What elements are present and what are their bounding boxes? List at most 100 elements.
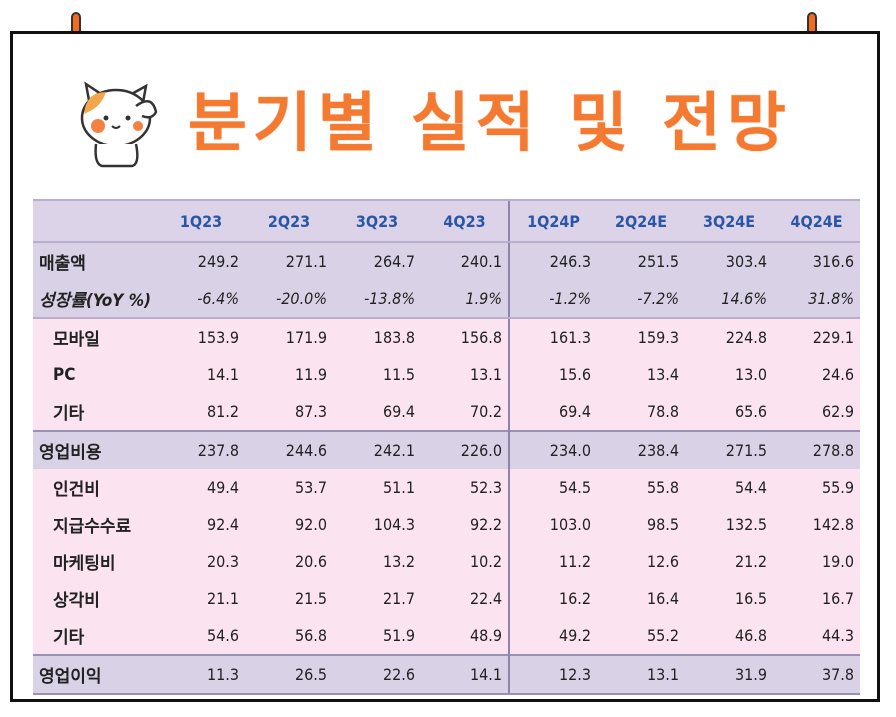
column-header: 3Q24E	[685, 199, 773, 243]
table-cell: 92.2	[421, 506, 509, 543]
table-cell: 156.8	[421, 318, 509, 356]
table-cell: 103.0	[508, 506, 597, 543]
table-row: 기타 81.2 87.3 69.4 70.2 69.4 78.8 65.6 62.9	[33, 393, 860, 431]
table-cell: 22.4	[421, 580, 509, 617]
table-cell: 21.7	[333, 580, 421, 617]
table-cell: 21.2	[685, 543, 773, 580]
row-label: 성장률(YoY %)	[33, 280, 157, 319]
table-cell: 104.3	[333, 506, 421, 543]
table-cell: 14.1	[157, 356, 245, 393]
header-corner	[33, 199, 157, 243]
row-label: 영업이익	[33, 654, 157, 695]
table-cell: 48.9	[421, 617, 509, 655]
table-row: PC 14.1 11.9 11.5 13.1 15.6 13.4 13.0 24.6	[33, 356, 860, 393]
column-header: 1Q24P	[508, 199, 597, 243]
table-row: 성장률(YoY %) -6.4% -20.0% -13.8% 1.9% -1.2% -7.2…	[33, 280, 860, 319]
table-cell: 24.6	[773, 356, 860, 393]
column-header: 3Q23	[333, 199, 421, 243]
table-cell: 54.5	[508, 469, 597, 506]
table-row: 매출액 249.2 271.1 264.7 240.1 246.3 251.5 303.4 31…	[33, 242, 860, 280]
table-cell: -1.2%	[508, 280, 597, 319]
table-cell: 81.2	[157, 393, 245, 431]
column-header: 4Q23	[421, 199, 509, 243]
cat-mascot-icon	[80, 81, 158, 168]
table-cell: 13.1	[597, 654, 685, 695]
table-cell: 16.2	[508, 580, 597, 617]
table-cell: 31.9	[685, 654, 773, 695]
table-cell: 55.2	[597, 617, 685, 655]
table-header-row: 1Q23 2Q23 3Q23 4Q23 1Q24P 2Q24E 3Q24E 4Q24E	[33, 199, 860, 243]
table-cell: 26.5	[245, 654, 333, 695]
table-row: 영업이익 11.3 26.5 22.6 14.1 12.3 13.1 31.9 37.8	[33, 654, 860, 695]
table-row: 상각비 21.1 21.5 21.7 22.4 16.2 16.4 16.5 16.7	[33, 580, 860, 617]
table-cell: 46.8	[685, 617, 773, 655]
table-cell: 21.1	[157, 580, 245, 617]
table-cell: 54.6	[157, 617, 245, 655]
table-cell: 237.8	[157, 430, 245, 469]
table-cell: 159.3	[597, 318, 685, 356]
row-label: 모바일	[33, 318, 157, 356]
column-header: 4Q24E	[773, 199, 860, 243]
row-label: 상각비	[33, 580, 157, 617]
table-row: 지급수수료 92.4 92.0 104.3 92.2 103.0 98.5 132.5 142.…	[33, 506, 860, 543]
table-cell: 78.8	[597, 393, 685, 431]
table-row: 모바일 153.9 171.9 183.8 156.8 161.3 159.3 224.8 22…	[33, 318, 860, 356]
table-cell: 22.6	[333, 654, 421, 695]
table-cell: 264.7	[333, 242, 421, 280]
table-cell: 13.4	[597, 356, 685, 393]
table-cell: 56.8	[245, 617, 333, 655]
column-header: 1Q23	[157, 199, 245, 243]
table-cell: 303.4	[685, 242, 773, 280]
table-cell: 70.2	[421, 393, 509, 431]
table-cell: -6.4%	[157, 280, 245, 319]
table-cell: 171.9	[245, 318, 333, 356]
table-cell: 92.4	[157, 506, 245, 543]
table-cell: 98.5	[597, 506, 685, 543]
table-cell: 244.6	[245, 430, 333, 469]
table-cell: 31.8%	[773, 280, 860, 319]
table-cell: 15.6	[508, 356, 597, 393]
table-cell: 49.4	[157, 469, 245, 506]
table-cell: 13.0	[685, 356, 773, 393]
table-cell: 65.6	[685, 393, 773, 431]
table-cell: 51.1	[333, 469, 421, 506]
table-cell: 240.1	[421, 242, 509, 280]
table-cell: 19.0	[773, 543, 860, 580]
table-cell: 224.8	[685, 318, 773, 356]
table-cell: 234.0	[508, 430, 597, 469]
table-cell: 11.9	[245, 356, 333, 393]
table-cell: 251.5	[597, 242, 685, 280]
table-cell: 14.6%	[685, 280, 773, 319]
column-header: 2Q23	[245, 199, 333, 243]
table-cell: 54.4	[685, 469, 773, 506]
table-cell: 12.3	[508, 654, 597, 695]
table-cell: 13.2	[333, 543, 421, 580]
table-cell: 16.7	[773, 580, 860, 617]
table-cell: 183.8	[333, 318, 421, 356]
table-cell: 12.6	[597, 543, 685, 580]
table-row: 기타 54.6 56.8 51.9 48.9 49.2 55.2 46.8 44.3	[33, 617, 860, 655]
table-cell: 13.1	[421, 356, 509, 393]
row-label: 마케팅비	[33, 543, 157, 580]
table-row: 영업비용 237.8 244.6 242.1 226.0 234.0 238.4 271.5 2…	[33, 430, 860, 469]
table-cell: 271.1	[245, 242, 333, 280]
table-cell: 238.4	[597, 430, 685, 469]
table-cell: 16.4	[597, 580, 685, 617]
table-cell: 92.0	[245, 506, 333, 543]
table-cell: 16.5	[685, 580, 773, 617]
table-cell: 87.3	[245, 393, 333, 431]
table-cell: 153.9	[157, 318, 245, 356]
row-label: 인건비	[33, 469, 157, 506]
table-cell: 10.2	[421, 543, 509, 580]
table-cell: 69.4	[508, 393, 597, 431]
table-cell: 11.2	[508, 543, 597, 580]
table-cell: 242.1	[333, 430, 421, 469]
table-cell: 278.8	[773, 430, 860, 469]
row-label: 지급수수료	[33, 506, 157, 543]
table-cell: 53.7	[245, 469, 333, 506]
row-label: 영업비용	[33, 430, 157, 469]
page-title: 분기별 실적 및 전망	[188, 87, 792, 161]
table-cell: 229.1	[773, 318, 860, 356]
table-cell: 62.9	[773, 393, 860, 431]
table-cell: 316.6	[773, 242, 860, 280]
